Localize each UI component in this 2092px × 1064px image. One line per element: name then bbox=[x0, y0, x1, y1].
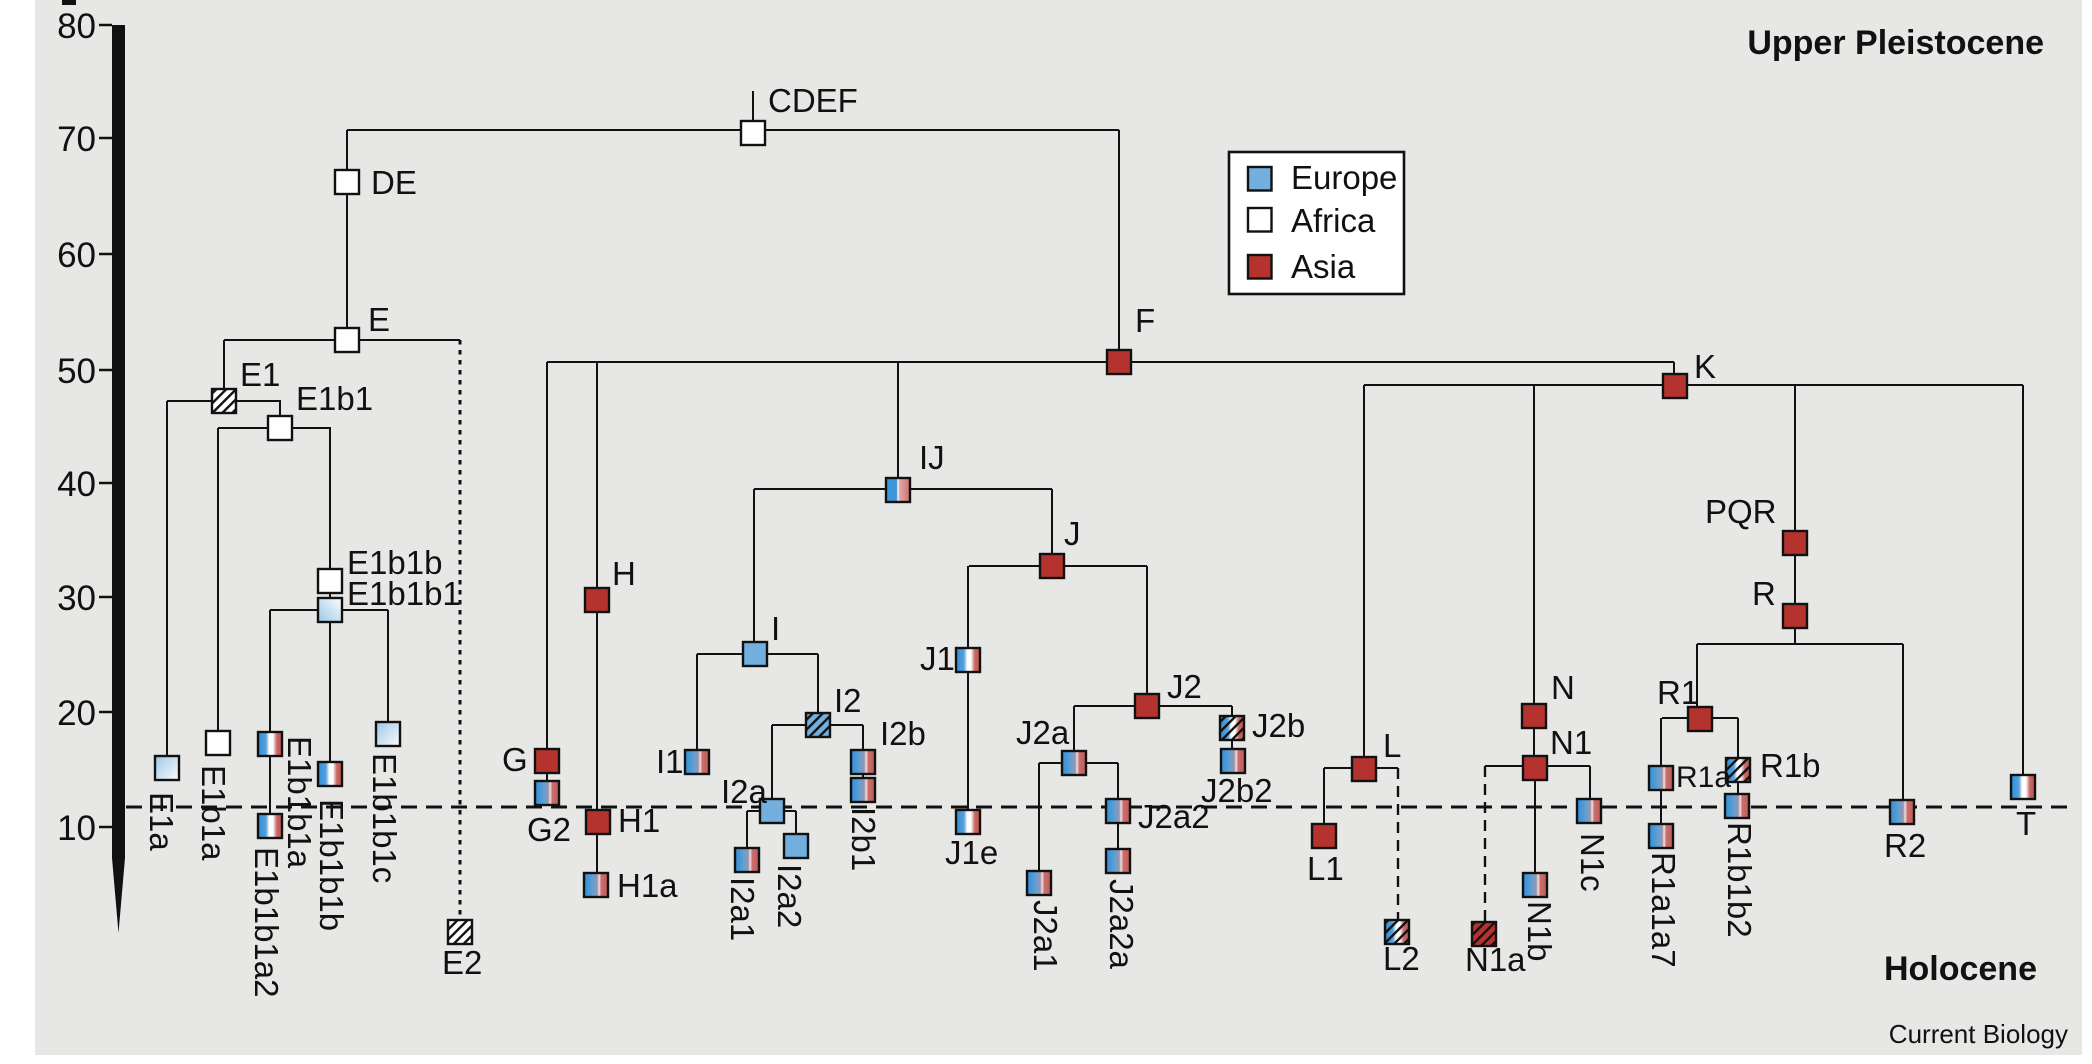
svg-text:E1a: E1a bbox=[143, 792, 180, 851]
svg-text:E1b1b1b: E1b1b1b bbox=[313, 799, 350, 931]
svg-text:E1b1: E1b1 bbox=[296, 380, 373, 417]
svg-text:I2b1: I2b1 bbox=[845, 807, 882, 871]
svg-text:Africa: Africa bbox=[1291, 202, 1376, 239]
svg-text:R1a1a7: R1a1a7 bbox=[1645, 852, 1682, 968]
svg-text:N1b: N1b bbox=[1521, 901, 1558, 962]
svg-text:H1a: H1a bbox=[617, 867, 678, 904]
svg-text:E1: E1 bbox=[240, 356, 280, 393]
svg-text:PQR: PQR bbox=[1705, 493, 1777, 530]
svg-text:IJ: IJ bbox=[919, 439, 945, 476]
svg-text:N: N bbox=[1551, 669, 1575, 706]
svg-text:J2b: J2b bbox=[1252, 707, 1305, 744]
svg-text:I2a: I2a bbox=[721, 773, 768, 810]
svg-text:J2a: J2a bbox=[1016, 714, 1070, 751]
svg-text:J2b2: J2b2 bbox=[1201, 772, 1273, 809]
svg-text:30: 30 bbox=[57, 579, 96, 618]
svg-text:H1: H1 bbox=[618, 802, 660, 839]
svg-text:N1a: N1a bbox=[1465, 941, 1526, 978]
svg-text:J2a2a: J2a2a bbox=[1103, 879, 1140, 970]
svg-text:I2a2: I2a2 bbox=[771, 864, 808, 928]
svg-text:E1b1b1c: E1b1b1c bbox=[366, 753, 403, 883]
svg-text:R1: R1 bbox=[1657, 674, 1699, 711]
svg-text:K: K bbox=[1694, 348, 1716, 385]
svg-text:Holocene: Holocene bbox=[1884, 950, 2037, 988]
svg-text:N1c: N1c bbox=[1574, 833, 1611, 892]
svg-text:L2: L2 bbox=[1383, 940, 1420, 977]
svg-text:E1b1b: E1b1b bbox=[347, 544, 442, 581]
svg-text:Asia: Asia bbox=[1291, 248, 1356, 285]
svg-text:40: 40 bbox=[57, 465, 96, 504]
svg-text:10: 10 bbox=[57, 809, 96, 848]
svg-text:R1b: R1b bbox=[1760, 747, 1821, 784]
svg-text:R1b1b2: R1b1b2 bbox=[1721, 822, 1758, 938]
svg-text:R1a: R1a bbox=[1676, 761, 1731, 794]
svg-text:60: 60 bbox=[57, 236, 96, 275]
svg-text:I: I bbox=[771, 610, 780, 647]
svg-text:J2: J2 bbox=[1167, 668, 1202, 705]
svg-text:E1b1b1: E1b1b1 bbox=[347, 575, 461, 612]
svg-text:I2a1: I2a1 bbox=[724, 877, 761, 941]
svg-text:Current Biology: Current Biology bbox=[1889, 1019, 2068, 1049]
svg-text:H: H bbox=[612, 555, 636, 592]
svg-text:J1: J1 bbox=[920, 640, 955, 677]
svg-text:E1b1b1a: E1b1b1a bbox=[281, 736, 318, 869]
svg-text:80: 80 bbox=[57, 7, 96, 46]
svg-text:F: F bbox=[1135, 302, 1155, 339]
svg-text:50: 50 bbox=[57, 352, 96, 391]
svg-text:J1e: J1e bbox=[945, 834, 998, 871]
svg-text:DE: DE bbox=[371, 164, 417, 201]
svg-text:CDEF: CDEF bbox=[768, 82, 858, 119]
svg-text:Upper Pleistocene: Upper Pleistocene bbox=[1747, 24, 2044, 62]
svg-text:E1b1b1a2: E1b1b1a2 bbox=[248, 847, 285, 997]
svg-text:R: R bbox=[1752, 575, 1776, 612]
svg-text:G2: G2 bbox=[527, 811, 571, 848]
svg-text:Europe: Europe bbox=[1291, 159, 1397, 196]
svg-text:L: L bbox=[1383, 727, 1401, 764]
svg-text:E: E bbox=[368, 301, 390, 338]
svg-text:R2: R2 bbox=[1884, 827, 1926, 864]
svg-text:T: T bbox=[2016, 805, 2036, 842]
svg-text:J: J bbox=[1064, 515, 1081, 552]
svg-text:G: G bbox=[502, 741, 528, 778]
svg-text:J2a2: J2a2 bbox=[1138, 798, 1210, 835]
svg-text:20: 20 bbox=[57, 694, 96, 733]
svg-text:I1: I1 bbox=[656, 743, 684, 780]
svg-text:I2b: I2b bbox=[880, 715, 926, 752]
svg-text:70: 70 bbox=[57, 120, 96, 159]
svg-text:E2: E2 bbox=[442, 944, 482, 981]
svg-text:I2: I2 bbox=[834, 682, 862, 719]
svg-text:J2a1: J2a1 bbox=[1027, 900, 1064, 972]
svg-text:E1b1a: E1b1a bbox=[195, 765, 232, 861]
svg-text:L1: L1 bbox=[1307, 850, 1344, 887]
svg-text:N1: N1 bbox=[1550, 724, 1592, 761]
